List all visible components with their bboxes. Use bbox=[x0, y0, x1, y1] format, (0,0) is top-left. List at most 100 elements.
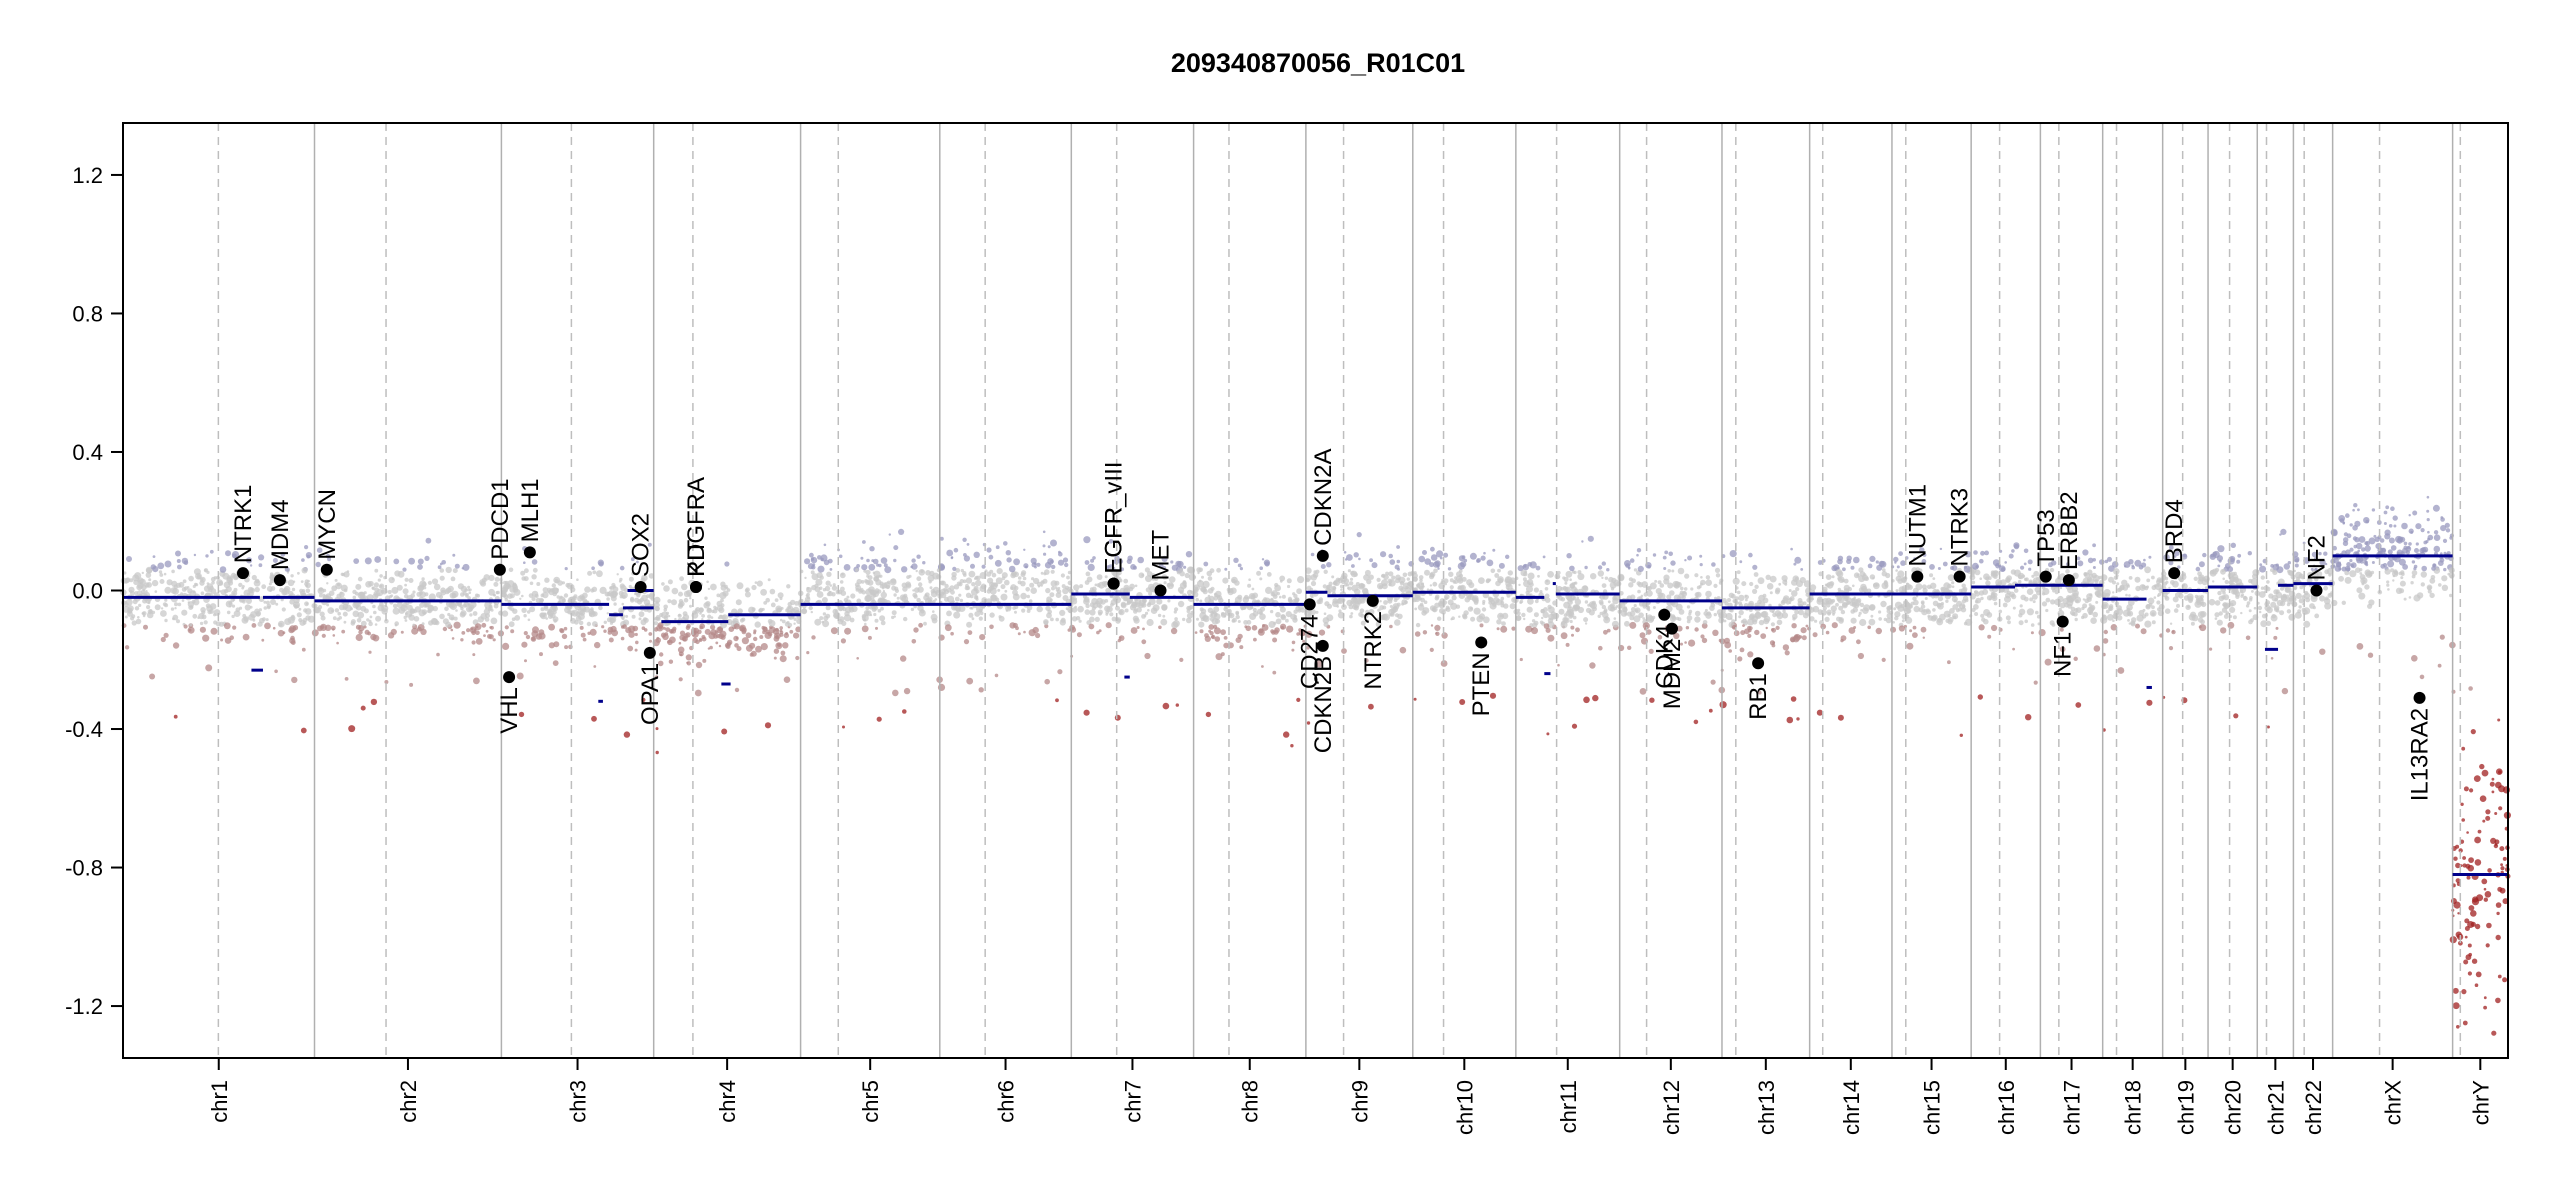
probe-point bbox=[134, 606, 140, 611]
probe-point bbox=[1713, 583, 1718, 589]
probe-point bbox=[373, 610, 377, 615]
probe-point bbox=[298, 607, 302, 611]
probe-point bbox=[2018, 608, 2026, 615]
probe-point bbox=[1541, 616, 1544, 620]
probe-point bbox=[1685, 626, 1690, 630]
probe-point bbox=[2126, 611, 2132, 616]
probe-point bbox=[2349, 547, 2354, 552]
probe-point bbox=[368, 580, 374, 587]
probe-point bbox=[424, 555, 430, 562]
probe-point bbox=[2273, 635, 2278, 640]
probe-point bbox=[1831, 622, 1838, 629]
probe-point bbox=[1825, 630, 1830, 635]
probe-point bbox=[1684, 641, 1687, 644]
probe-point bbox=[1338, 609, 1342, 613]
probe-point bbox=[659, 652, 664, 657]
probe-point bbox=[866, 574, 870, 578]
probe-point bbox=[2303, 620, 2311, 628]
probe-point bbox=[342, 611, 348, 617]
probe-point bbox=[1856, 639, 1861, 645]
probe-point bbox=[944, 583, 949, 589]
probe-point bbox=[1184, 572, 1190, 579]
probe-point bbox=[2266, 725, 2270, 729]
probe-point bbox=[355, 583, 362, 590]
probe-point bbox=[2131, 565, 2135, 570]
probe-point bbox=[719, 622, 723, 626]
probe-point bbox=[2075, 702, 2082, 708]
probe-point bbox=[1983, 618, 1989, 625]
probe-point bbox=[1781, 600, 1785, 604]
probe-point bbox=[2112, 619, 2115, 622]
probe-point bbox=[698, 607, 704, 613]
probe-point bbox=[2323, 585, 2329, 591]
probe-point bbox=[946, 549, 954, 557]
probe-point bbox=[164, 598, 168, 602]
probe-point bbox=[143, 624, 148, 630]
probe-point bbox=[2462, 856, 2467, 860]
probe-point bbox=[1146, 571, 1153, 577]
probe-point bbox=[238, 606, 243, 610]
probe-point bbox=[1912, 625, 1917, 630]
probe-point bbox=[1548, 606, 1555, 614]
probe-point bbox=[2204, 586, 2209, 590]
probe-point bbox=[1170, 583, 1174, 587]
probe-point bbox=[1458, 555, 1465, 562]
probe-point bbox=[472, 653, 476, 657]
probe-point bbox=[516, 672, 524, 680]
probe-point bbox=[1434, 596, 1440, 601]
probe-point bbox=[1271, 630, 1276, 635]
probe-point bbox=[127, 609, 133, 614]
probe-point bbox=[2411, 570, 2418, 576]
probe-point bbox=[2302, 609, 2308, 615]
probe-point bbox=[284, 566, 290, 572]
probe-point bbox=[1907, 584, 1912, 588]
probe-point bbox=[2054, 598, 2062, 606]
probe-point bbox=[2310, 567, 2314, 571]
probe-point bbox=[773, 656, 777, 660]
probe-point bbox=[1837, 555, 1844, 561]
probe-point bbox=[1430, 554, 1438, 561]
probe-point bbox=[2298, 598, 2304, 604]
probe-point bbox=[1034, 565, 1037, 569]
probe-point bbox=[1683, 587, 1688, 591]
probe-point bbox=[2005, 592, 2011, 599]
probe-point bbox=[1062, 557, 1069, 563]
probe-point bbox=[695, 661, 703, 669]
probe-point bbox=[1358, 612, 1363, 617]
probe-point bbox=[1444, 582, 1447, 586]
probe-point bbox=[363, 625, 367, 629]
probe-point bbox=[1310, 580, 1317, 587]
probe-point bbox=[1433, 568, 1438, 574]
probe-point bbox=[2061, 549, 2065, 552]
probe-point bbox=[1482, 599, 1486, 604]
probe-point bbox=[421, 577, 425, 581]
probe-point bbox=[159, 579, 165, 584]
probe-point bbox=[1256, 608, 1263, 615]
probe-point bbox=[1820, 623, 1827, 630]
probe-point bbox=[1622, 607, 1628, 613]
probe-point bbox=[1693, 719, 1699, 725]
probe-point bbox=[916, 554, 921, 559]
probe-point bbox=[223, 581, 231, 589]
probe-point bbox=[1584, 622, 1588, 625]
probe-point bbox=[2146, 578, 2151, 583]
probe-point bbox=[412, 590, 416, 594]
probe-point bbox=[1835, 602, 1839, 607]
probe-point bbox=[1032, 626, 1039, 634]
probe-point bbox=[1589, 662, 1596, 669]
probe-point bbox=[1918, 607, 1924, 613]
probe-point bbox=[1005, 550, 1011, 556]
probe-point bbox=[2229, 576, 2236, 583]
probe-point bbox=[1867, 625, 1871, 630]
probe-point bbox=[1894, 601, 1903, 609]
probe-point bbox=[2324, 602, 2332, 610]
probe-point bbox=[577, 608, 585, 615]
probe-point bbox=[174, 607, 177, 610]
probe-point bbox=[229, 635, 234, 640]
probe-point bbox=[1533, 620, 1539, 626]
probe-point bbox=[2191, 614, 2199, 622]
probe-point bbox=[839, 580, 844, 584]
probe-point bbox=[2324, 596, 2329, 601]
probe-point bbox=[1523, 617, 1526, 621]
probe-point bbox=[1794, 556, 1802, 564]
